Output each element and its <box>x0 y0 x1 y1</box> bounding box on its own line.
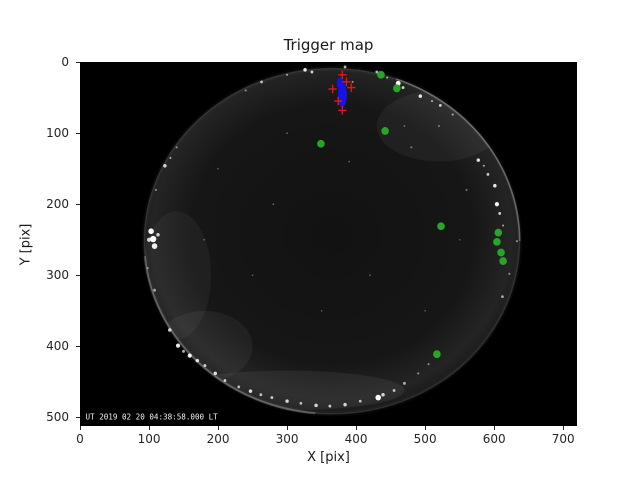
y-tick-mark <box>76 132 80 134</box>
x-tick-label: 100 <box>137 432 161 446</box>
x-tick-label: 300 <box>275 432 299 446</box>
y-tick-label: 400 <box>46 339 69 354</box>
x-tick-mark <box>286 426 288 430</box>
y-tick-mark <box>76 61 80 63</box>
x-tick-label: 200 <box>206 432 230 446</box>
x-tick-mark <box>217 426 219 430</box>
y-tick-label: 0 <box>61 55 69 69</box>
x-tick-label: 0 <box>76 432 84 446</box>
x-tick-mark <box>148 426 150 430</box>
x-tick-label: 600 <box>482 432 506 446</box>
y-tick-mark <box>76 345 80 347</box>
y-axis-label: Y [pix] <box>18 223 34 266</box>
y-tick-mark <box>76 203 80 205</box>
y-tick-label: 200 <box>46 197 69 212</box>
x-tick-label: 700 <box>551 432 575 446</box>
y-tick-label: 100 <box>46 126 69 141</box>
plot-area: UT 2019 02 20 04:38:58.000 LT <box>80 62 577 426</box>
x-tick-label: 400 <box>344 432 368 446</box>
x-tick-mark <box>562 426 564 430</box>
x-tick-mark <box>493 426 495 430</box>
x-tick-label: 500 <box>413 432 437 446</box>
y-tick-label: 500 <box>46 410 69 425</box>
x-axis-label: X [pix] <box>307 450 350 465</box>
x-tick-mark <box>424 426 426 430</box>
y-tick-mark <box>76 274 80 276</box>
x-tick-mark <box>79 426 81 430</box>
y-tick-mark <box>76 416 80 418</box>
timestamp-overlay: UT 2019 02 20 04:38:58.000 LT <box>86 412 219 421</box>
x-tick-mark <box>355 426 357 430</box>
sky-image: UT 2019 02 20 04:38:58.000 LT <box>80 62 577 426</box>
chart-title: Trigger map <box>283 36 374 54</box>
y-tick-label: 300 <box>46 268 69 283</box>
